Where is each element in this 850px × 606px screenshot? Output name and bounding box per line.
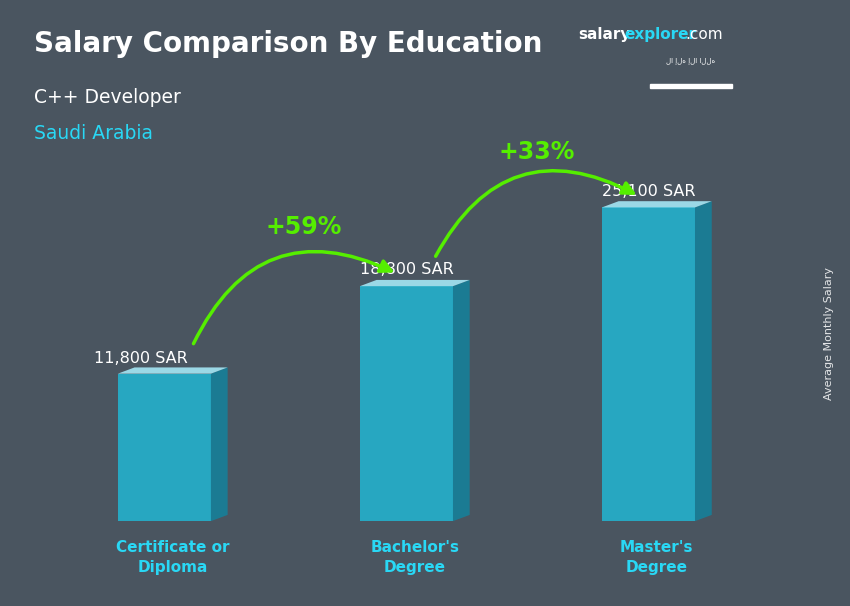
Polygon shape <box>118 367 228 374</box>
Polygon shape <box>211 367 228 521</box>
Text: .com: .com <box>685 27 722 42</box>
Text: C++ Developer: C++ Developer <box>34 88 181 107</box>
Text: salary: salary <box>578 27 631 42</box>
Polygon shape <box>695 201 711 521</box>
Text: 25,100 SAR: 25,100 SAR <box>602 184 695 199</box>
Text: Certificate or
Diploma: Certificate or Diploma <box>116 540 230 574</box>
Text: 11,800 SAR: 11,800 SAR <box>94 351 187 366</box>
Bar <box>360 286 453 521</box>
Bar <box>649 84 732 88</box>
Text: Master's
Degree: Master's Degree <box>620 540 694 574</box>
Text: Saudi Arabia: Saudi Arabia <box>34 124 153 143</box>
Polygon shape <box>453 280 470 521</box>
Text: explorer: explorer <box>625 27 697 42</box>
Bar <box>602 207 695 521</box>
Text: Bachelor's
Degree: Bachelor's Degree <box>371 540 459 574</box>
Text: لا إله إلا الله: لا إله إلا الله <box>666 57 715 64</box>
Text: Average Monthly Salary: Average Monthly Salary <box>824 267 834 400</box>
Bar <box>118 374 211 521</box>
Text: Salary Comparison By Education: Salary Comparison By Education <box>34 30 542 58</box>
Text: +59%: +59% <box>266 216 343 239</box>
Polygon shape <box>602 201 711 207</box>
Text: 18,800 SAR: 18,800 SAR <box>360 262 454 278</box>
Text: +33%: +33% <box>499 141 575 164</box>
Polygon shape <box>360 280 470 286</box>
